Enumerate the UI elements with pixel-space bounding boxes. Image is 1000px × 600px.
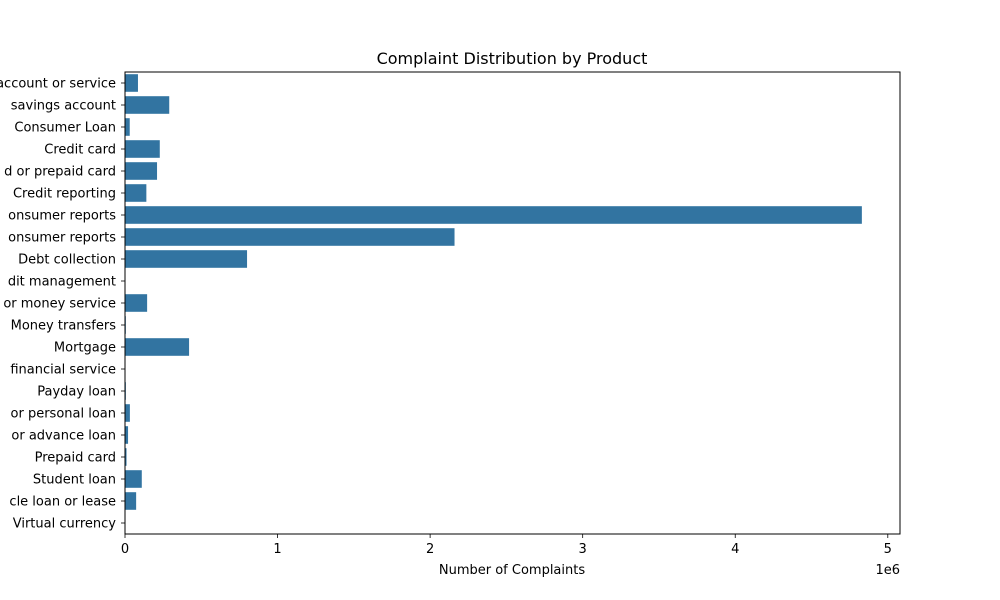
- y-tick-label: onsumer reports: [8, 231, 116, 246]
- y-tick-label: Virtual currency: [13, 517, 117, 532]
- bar: [125, 162, 158, 180]
- bar: [125, 228, 455, 246]
- y-tick-label: Money transfers: [11, 319, 117, 334]
- y-tick-label: Debt collection: [18, 253, 116, 268]
- y-tick-label: or personal loan: [11, 407, 116, 422]
- y-tick-label: Payday loan: [37, 385, 116, 400]
- y-tick-label: account or service: [0, 77, 116, 92]
- y-tick-label: Credit reporting: [13, 187, 116, 202]
- x-tick-label: 2: [426, 542, 434, 557]
- y-tick-label: d or prepaid card: [4, 165, 116, 180]
- bar: [125, 448, 127, 466]
- x-axis-title: Number of Complaints: [439, 563, 585, 578]
- bars-group: [125, 74, 862, 532]
- bar: [125, 426, 129, 444]
- y-tick-label: Credit card: [44, 143, 116, 158]
- bar: [125, 250, 248, 268]
- x-tick-label: 1: [273, 542, 281, 557]
- bar: [125, 470, 142, 488]
- y-tick-label: or advance loan: [11, 429, 116, 444]
- bar: [125, 74, 138, 92]
- x-tick-label: 5: [884, 542, 892, 557]
- y-tick-label: dit management: [8, 275, 116, 290]
- x-tick-label: 3: [579, 542, 587, 557]
- bar: [125, 404, 130, 422]
- y-tick-label: Prepaid card: [35, 451, 116, 466]
- bar: [125, 118, 130, 136]
- y-tick-label: Student loan: [33, 473, 116, 488]
- bar: [125, 140, 160, 158]
- y-tick-label: savings account: [11, 99, 116, 114]
- y-axis-ticks: account or service savings account Consume…: [0, 77, 125, 532]
- bar: [125, 184, 147, 202]
- x-axis-multiplier: 1e6: [875, 563, 900, 578]
- y-tick-label: cle loan or lease: [9, 495, 116, 510]
- y-tick-label: Mortgage: [54, 341, 116, 356]
- x-tick-label: 0: [121, 542, 129, 557]
- bar: [125, 294, 148, 312]
- bar: [125, 338, 190, 356]
- bar: [125, 206, 862, 224]
- y-tick-label: financial service: [10, 363, 116, 378]
- y-tick-label: Consumer Loan: [14, 121, 116, 136]
- x-tick-label: 4: [731, 542, 739, 557]
- x-axis-ticks: 0 1 2 3 4 5: [121, 534, 892, 557]
- y-tick-label: onsumer reports: [8, 209, 116, 224]
- bar: [125, 96, 170, 114]
- y-tick-label: or money service: [3, 297, 116, 312]
- plot-frame: [124, 71, 901, 535]
- chart-title: Complaint Distribution by Product: [377, 49, 648, 68]
- bar: [125, 492, 137, 510]
